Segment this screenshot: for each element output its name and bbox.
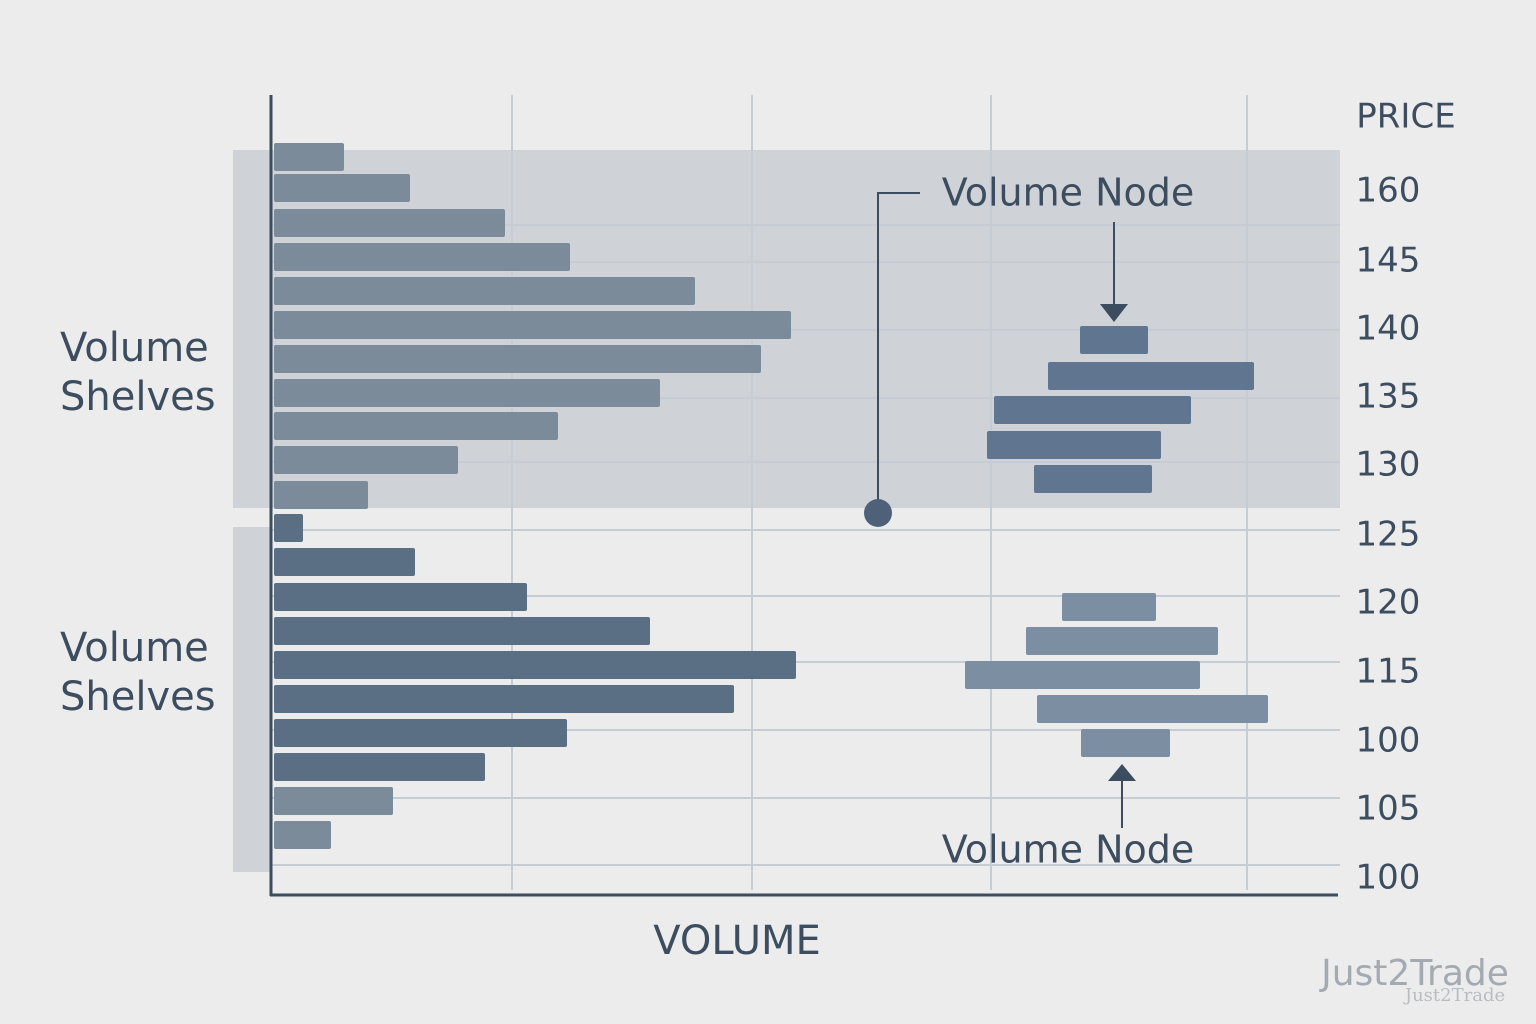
volume-bar [965, 661, 1200, 689]
callout-line [877, 192, 920, 500]
shelves-label: Shelves [60, 674, 216, 720]
arrow-head [1108, 764, 1136, 781]
price-tick-label: 115 [1356, 652, 1421, 692]
volume-bar [274, 243, 570, 271]
watermark-small: Just2Trade [1403, 985, 1505, 1006]
volume-bar [274, 143, 344, 171]
shelves-label: Shelves [60, 374, 216, 420]
node-label: Volume Node [942, 828, 1195, 872]
price-tick-label: 100 [1356, 858, 1421, 898]
shelves-label: Volume [60, 625, 209, 671]
volume-bar [1034, 465, 1152, 493]
volume-bar [274, 787, 393, 815]
volume-bar [274, 311, 791, 339]
price-tick-label: 135 [1356, 377, 1421, 417]
lower-shelf-zone [233, 527, 271, 872]
price-tick-label: 100 [1356, 721, 1421, 761]
price-tick-label: 145 [1356, 241, 1421, 281]
volume-bar [274, 753, 485, 781]
volume-bar [274, 174, 410, 202]
node-label: Volume Node [942, 171, 1195, 215]
volume-bar [994, 396, 1191, 424]
price-tick-label: 160 [1356, 171, 1421, 211]
volume-bar [1037, 695, 1268, 723]
volume-bar [274, 481, 368, 509]
price-tick-label: 140 [1356, 309, 1421, 349]
volume-bar [987, 431, 1161, 459]
volume-bar [1048, 362, 1254, 390]
volume-bar [274, 548, 415, 576]
price-axis-label: PRICE [1356, 97, 1455, 137]
volume-bar [274, 446, 458, 474]
price-tick-label: 120 [1356, 583, 1421, 623]
volume-bar [274, 412, 558, 440]
volume-bar [274, 209, 505, 237]
volume-bar [274, 514, 303, 542]
volume-bar [274, 583, 527, 611]
watermark: Just2Trade [1319, 953, 1509, 994]
volume-bar [274, 277, 695, 305]
price-tick-label: 130 [1356, 445, 1421, 485]
volume-bar [274, 821, 331, 849]
volume-bar [1081, 729, 1170, 757]
arrow-head [1100, 304, 1128, 322]
volume-bar [1062, 593, 1156, 621]
volume-bar [274, 379, 660, 407]
volume-bar [1026, 627, 1218, 655]
price-tick-label: 125 [1356, 515, 1421, 555]
volume-bar [274, 651, 796, 679]
volume-bar [274, 345, 761, 373]
volume-bar [1080, 326, 1148, 354]
callout-dot [864, 499, 892, 527]
volume-axis-label: VOLUME [653, 918, 821, 964]
shelves-label: Volume [60, 325, 209, 371]
volume-bar [274, 719, 567, 747]
volume-bar [274, 617, 650, 645]
volume-bar [274, 685, 734, 713]
bars [274, 143, 1268, 849]
price-tick-label: 105 [1356, 789, 1421, 829]
